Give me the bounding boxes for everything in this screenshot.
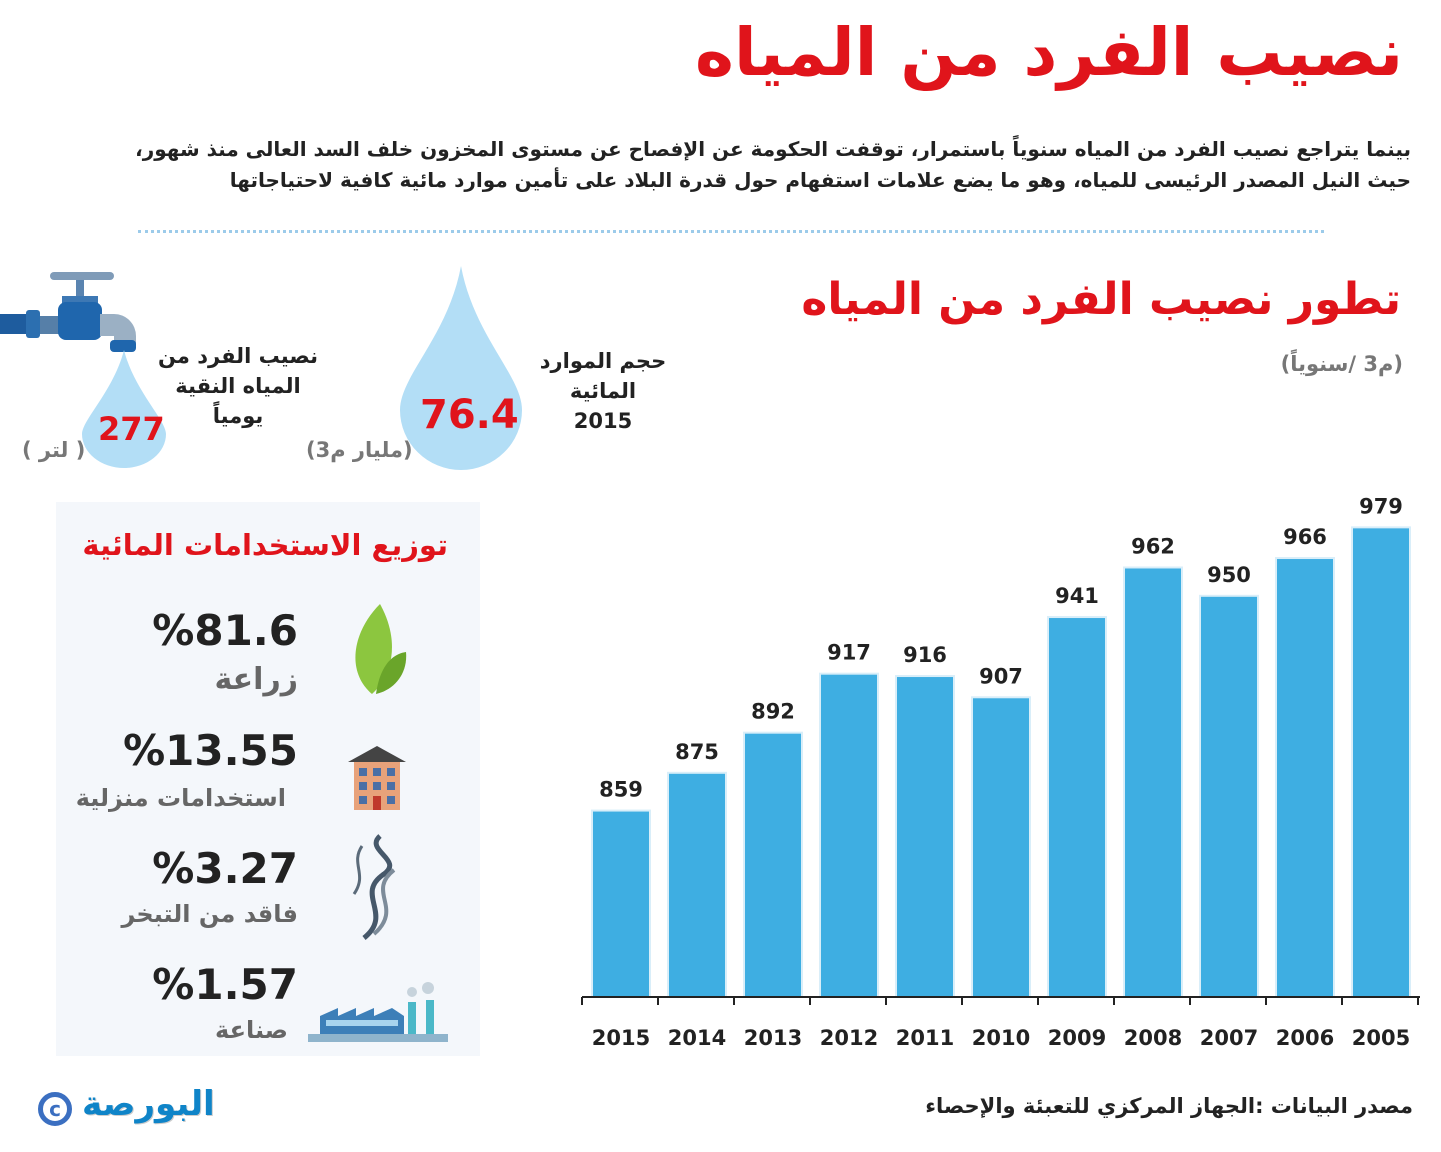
- data-label: 941: [1055, 584, 1099, 608]
- x-tick-label: 2006: [1276, 1026, 1334, 1050]
- intro-paragraph: بينما يتراجع نصيب الفرد من المياه سنوياً…: [21, 134, 1411, 196]
- intro-line: حيث النيل المصدر الرئيسى للمياه، وهو ما …: [229, 168, 1411, 192]
- daily-share-value: 277: [98, 410, 165, 448]
- bar: [1199, 594, 1259, 998]
- x-tick-label: 2011: [896, 1026, 954, 1050]
- x-tick-label: 2007: [1200, 1026, 1258, 1050]
- water-resources-unit: (مليار م3): [306, 438, 413, 462]
- bar: [591, 809, 651, 998]
- x-tick-label: 2012: [820, 1026, 878, 1050]
- bar: [895, 675, 955, 998]
- smoke-icon: [352, 834, 396, 940]
- bar: [1047, 616, 1107, 998]
- bar: [743, 731, 803, 998]
- use-percent: %3.27: [152, 844, 298, 893]
- data-label: 916: [903, 643, 947, 667]
- page-title: نصيب الفرد من المياه: [695, 14, 1403, 91]
- copyright-icon: c: [38, 1092, 72, 1126]
- x-tick-label: 2005: [1352, 1026, 1410, 1050]
- label-line: 2015: [573, 409, 633, 433]
- panel-title: توزيع الاستخدامات المائية: [82, 528, 448, 562]
- bar: [667, 771, 727, 998]
- label-line: يومياً: [212, 404, 264, 428]
- label-line: حجم الموارد: [539, 349, 667, 373]
- daily-share-unit: ( لتر ): [22, 438, 86, 462]
- building-icon: [348, 746, 406, 810]
- logo: البورصة: [82, 1084, 215, 1124]
- bar: [1275, 557, 1335, 998]
- x-tick-label: 2014: [668, 1026, 726, 1050]
- chart-title: تطور نصيب الفرد من المياه: [801, 274, 1401, 325]
- use-percent: %13.55: [123, 726, 298, 775]
- x-tick-label: 2009: [1048, 1026, 1106, 1050]
- data-label: 892: [751, 700, 795, 724]
- use-label: استخدامات منزلية: [75, 784, 286, 812]
- data-label: 917: [827, 641, 871, 665]
- water-uses-panel: توزيع الاستخدامات المائية %81.6 زراعة %1…: [56, 502, 480, 1056]
- factory-icon: [308, 982, 448, 1042]
- data-label: 907: [979, 664, 1023, 688]
- chart-unit: (م3 /سنوياً): [1280, 352, 1403, 376]
- x-tick-label: 2013: [744, 1026, 802, 1050]
- use-percent: %81.6: [152, 606, 298, 655]
- data-label: 962: [1131, 534, 1175, 558]
- data-label: 979: [1359, 494, 1403, 518]
- data-label: 859: [599, 778, 643, 802]
- leaf-icon: [355, 604, 407, 694]
- data-label: 875: [675, 740, 719, 764]
- water-drop-large-icon: [400, 266, 522, 470]
- label-line: المائية: [569, 379, 637, 403]
- use-label: زراعة: [214, 662, 298, 697]
- use-percent: %1.57: [152, 960, 298, 1009]
- use-label: فاقد من التبخر: [121, 900, 298, 928]
- daily-share-label: نصيب الفرد من المياه النقية يومياً: [150, 341, 326, 431]
- water-resources-label: حجم الموارد المائية 2015: [528, 346, 678, 436]
- label-line: نصيب الفرد من: [158, 344, 318, 368]
- water-drop-small-icon: [82, 350, 166, 468]
- data-label: 966: [1283, 525, 1327, 549]
- bar: [1351, 526, 1411, 998]
- x-tick-label: 2015: [592, 1026, 650, 1050]
- intro-line: بينما يتراجع نصيب الفرد من المياه سنوياً…: [135, 137, 1411, 161]
- data-label: 950: [1207, 563, 1251, 587]
- dotted-divider: [138, 230, 1324, 233]
- x-tick-label: 2008: [1124, 1026, 1182, 1050]
- bar: [819, 672, 879, 998]
- faucet-icon: [0, 272, 136, 352]
- label-line: المياه النقية: [175, 374, 301, 398]
- bar: [1123, 566, 1183, 998]
- water-resources-value: 76.4: [420, 392, 519, 438]
- x-tick-label: 2010: [972, 1026, 1030, 1050]
- bar: [971, 696, 1031, 999]
- data-source: مصدر البيانات :الجهاز المركزي للتعبئة وا…: [925, 1094, 1413, 1118]
- use-label: صناعة: [215, 1016, 288, 1044]
